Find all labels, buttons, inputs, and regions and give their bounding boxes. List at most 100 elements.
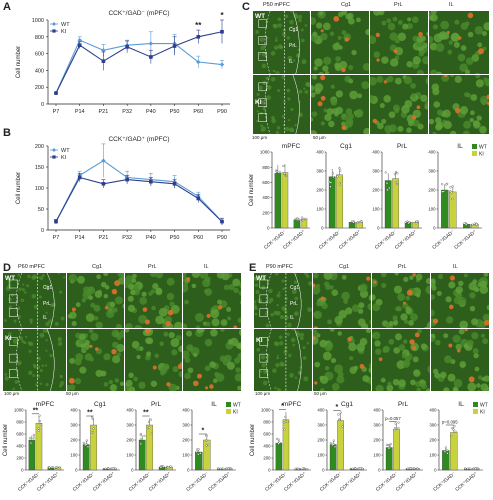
micro-e-wt-label: WT xyxy=(256,275,267,282)
green-cell xyxy=(435,339,441,346)
roi-box xyxy=(259,337,269,346)
green-cell xyxy=(349,90,358,100)
green-cell xyxy=(482,31,487,36)
x-tick-label: P21 xyxy=(99,109,109,115)
bar-wt xyxy=(138,439,146,471)
green-cell xyxy=(367,303,371,311)
overview-cell xyxy=(256,347,261,352)
green-cell xyxy=(397,293,406,302)
overview-cell xyxy=(281,306,287,312)
green-cell xyxy=(184,372,191,380)
overview-cell xyxy=(26,284,30,288)
red-cell xyxy=(104,305,109,310)
green-cell xyxy=(109,384,118,391)
cell-texture xyxy=(372,273,430,328)
x-tick-label: P7 xyxy=(53,109,60,115)
y-tick-label: 300 xyxy=(373,423,381,428)
overview-cell xyxy=(36,365,40,370)
green-cell xyxy=(164,315,173,324)
green-cell xyxy=(219,355,227,362)
series-line-wt xyxy=(55,39,223,94)
micrograph-d-wt-cg1 xyxy=(66,272,125,329)
green-cell xyxy=(345,108,353,115)
green-cell xyxy=(432,131,437,134)
green-cell xyxy=(375,384,384,391)
overview-cell xyxy=(28,370,33,375)
green-cell xyxy=(112,355,121,364)
green-cell xyxy=(193,352,198,358)
overview-cell xyxy=(301,59,307,65)
green-cell xyxy=(431,309,435,317)
green-cell xyxy=(447,49,453,55)
y-tick-label: 100 xyxy=(372,207,380,212)
data-dot xyxy=(149,418,152,421)
green-cell xyxy=(397,125,404,132)
green-cell xyxy=(69,357,76,364)
green-cell xyxy=(431,294,436,300)
green-cell xyxy=(357,318,366,327)
data-dot xyxy=(446,449,449,452)
data-dot xyxy=(332,175,335,179)
overview-cell xyxy=(302,356,307,360)
red-cell xyxy=(192,380,199,387)
bar-chart-title: IL xyxy=(458,401,464,408)
micro-d-wt-il: IL xyxy=(43,315,48,321)
data-dot xyxy=(37,427,40,430)
overview-cell xyxy=(298,18,302,23)
overview-cell xyxy=(276,387,281,391)
data-dot xyxy=(285,174,288,178)
data-dot xyxy=(408,221,411,224)
green-cell xyxy=(437,273,444,280)
data-dot xyxy=(359,467,362,470)
overview-cell xyxy=(260,99,266,105)
overview-cell xyxy=(266,85,272,90)
green-cell xyxy=(429,118,435,125)
y-tick-label: 800 xyxy=(16,420,24,425)
overview-cell xyxy=(279,361,284,367)
green-cell xyxy=(155,315,164,325)
data-point-ki xyxy=(149,55,153,59)
green-cell xyxy=(211,318,220,327)
green-cell xyxy=(146,337,154,345)
data-dot xyxy=(167,466,170,469)
green-cell xyxy=(362,375,370,383)
chart-title: CCK⁺/GAD⁺ (mPFC) xyxy=(108,136,169,143)
green-cell xyxy=(484,78,489,87)
roi-box xyxy=(258,82,267,92)
scale-bar-c-100: 100 μm xyxy=(252,135,268,140)
bar-ki xyxy=(203,439,211,471)
red-cell xyxy=(142,307,148,312)
layer-outline xyxy=(265,329,272,391)
green-cell xyxy=(128,372,134,379)
red-cell xyxy=(372,118,378,124)
overview-cell xyxy=(292,343,296,347)
cell-texture xyxy=(311,75,369,134)
green-cell xyxy=(443,333,449,339)
overview-cell xyxy=(288,353,292,358)
overview-cell xyxy=(296,332,301,338)
green-cell xyxy=(131,278,137,283)
green-cell xyxy=(365,329,371,334)
y-tick-label: 200 xyxy=(263,456,271,461)
bar-ki xyxy=(450,432,458,471)
x-category-label: CCK⁺/GAD⁺ xyxy=(339,471,364,493)
data-point-ki xyxy=(125,45,129,49)
y-axis-label: Cell number xyxy=(250,424,256,456)
data-dot xyxy=(474,467,477,470)
bar-ki xyxy=(337,420,344,471)
data-dot xyxy=(452,428,455,431)
red-cell xyxy=(411,345,417,351)
green-cell xyxy=(331,382,340,391)
overview-cell xyxy=(300,28,304,32)
red-cell xyxy=(383,80,387,84)
green-cell xyxy=(436,71,443,74)
green-cell xyxy=(136,355,141,360)
data-dot xyxy=(445,183,448,186)
green-cell xyxy=(311,111,318,117)
green-cell xyxy=(85,313,95,322)
green-cell xyxy=(227,316,232,321)
